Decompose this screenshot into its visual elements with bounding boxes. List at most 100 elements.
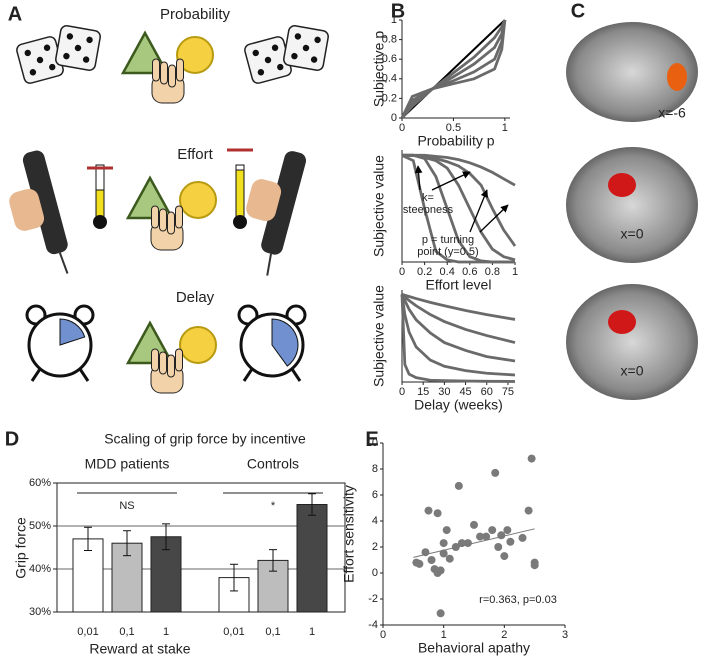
label: 8 <box>372 463 378 475</box>
label: D <box>5 428 19 450</box>
label: 0,01 <box>77 626 98 638</box>
point <box>476 532 485 541</box>
grip-device <box>246 151 307 276</box>
curve <box>400 19 507 119</box>
label: k= <box>422 192 434 204</box>
curve <box>401 293 516 321</box>
label: 0,1 <box>265 626 280 638</box>
point <box>436 609 445 618</box>
point <box>503 526 512 535</box>
die-pip <box>257 69 265 76</box>
gauge-fill <box>95 189 105 218</box>
label: 0,01 <box>223 626 244 638</box>
label: x=0 <box>621 226 644 242</box>
die-pip <box>49 63 56 71</box>
point <box>500 552 509 561</box>
label: Subjective value <box>371 285 387 387</box>
triangle <box>125 175 175 220</box>
point <box>518 533 527 542</box>
hand <box>246 179 282 222</box>
curve <box>400 19 507 119</box>
point <box>470 520 478 529</box>
point <box>427 556 436 564</box>
point <box>436 566 445 575</box>
clock-wedge <box>59 318 86 346</box>
circle <box>176 36 214 74</box>
die <box>16 36 64 84</box>
label: 2 <box>501 629 507 641</box>
bar <box>72 538 104 613</box>
cable <box>266 253 272 276</box>
die-pip <box>252 49 259 57</box>
label: 0.8 <box>382 34 397 46</box>
label: C <box>571 0 585 22</box>
label: 0.2 <box>417 266 432 278</box>
plot-frame <box>56 482 346 613</box>
die-pip <box>24 49 31 57</box>
die-pip <box>36 56 44 64</box>
curve <box>400 19 507 119</box>
label: B <box>391 0 405 22</box>
label: Effort sensitivity <box>341 485 357 583</box>
label: 1 <box>391 14 397 26</box>
label: steepness <box>403 204 454 216</box>
die-pip <box>271 44 279 51</box>
label: Behavioral apathy <box>418 640 530 656</box>
label: Subjective p <box>371 31 387 107</box>
activation <box>608 173 636 197</box>
label: Delay (weeks) <box>414 397 503 413</box>
label: 1 <box>502 122 508 134</box>
label: NS <box>119 500 134 512</box>
die-pip <box>43 44 51 51</box>
label: 0 <box>399 122 405 134</box>
label: 60 <box>481 386 493 398</box>
die <box>244 36 292 84</box>
label: Effort level <box>426 277 492 293</box>
die-pip <box>264 56 272 64</box>
label: 1 <box>512 266 518 278</box>
label: 50% <box>29 520 51 532</box>
arrow <box>479 204 509 233</box>
point <box>506 537 515 546</box>
label: 0 <box>372 567 378 579</box>
finger <box>167 354 175 378</box>
point <box>463 539 472 548</box>
label: Controls <box>247 456 299 472</box>
label: 0,1 <box>119 626 134 638</box>
die-pip <box>63 52 70 60</box>
device <box>261 151 307 255</box>
finger <box>159 208 167 232</box>
curve <box>401 293 516 344</box>
leg <box>30 368 42 382</box>
label: 0.5 <box>446 122 461 134</box>
arrow <box>469 189 488 233</box>
label: 0.8 <box>485 266 500 278</box>
label: 60% <box>29 477 51 489</box>
gauge-fill <box>235 169 245 218</box>
label: 6 <box>372 489 378 501</box>
label: -4 <box>368 619 378 631</box>
point <box>445 554 454 563</box>
die-pip <box>302 44 310 52</box>
point <box>482 532 491 541</box>
die <box>55 25 101 71</box>
finger <box>176 58 184 82</box>
cable <box>58 252 69 274</box>
label: x=-6 <box>658 105 686 121</box>
die-pip <box>310 56 318 63</box>
label: Probability p <box>417 133 494 149</box>
grip-device <box>9 150 69 274</box>
finger <box>151 348 159 372</box>
label: -2 <box>368 593 378 605</box>
die-pip <box>86 36 93 44</box>
point <box>494 543 503 551</box>
label: 0 <box>380 629 386 641</box>
point <box>454 481 463 490</box>
label: 45 <box>459 386 471 398</box>
point <box>415 559 424 568</box>
label: A <box>8 3 22 25</box>
die <box>283 25 329 71</box>
point <box>497 531 506 540</box>
label: 75 <box>502 386 514 398</box>
finger <box>160 61 168 85</box>
